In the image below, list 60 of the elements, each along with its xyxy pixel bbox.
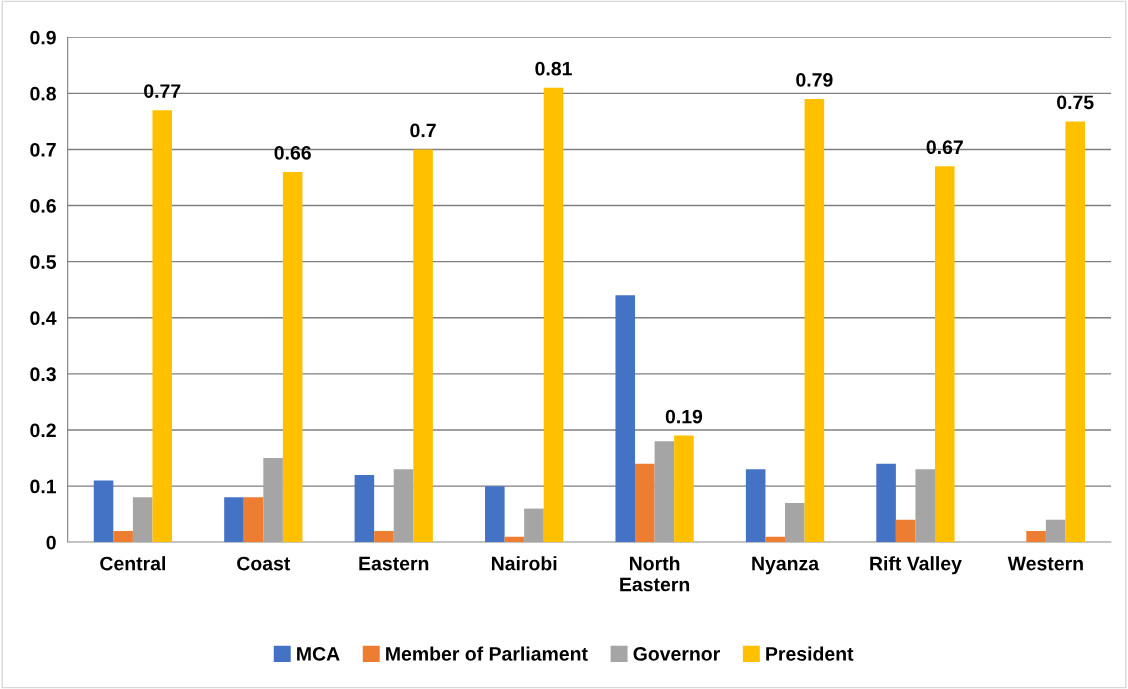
- bar: [113, 531, 133, 543]
- bar: [895, 519, 916, 543]
- bar: [745, 469, 766, 543]
- data-label: 0.19: [665, 409, 703, 424]
- bar: [785, 502, 805, 543]
- y-tick-label: 0.2: [30, 423, 56, 438]
- bar: [1045, 519, 1066, 543]
- legend-label: Member of Parliament: [386, 646, 588, 661]
- x-tick-label: Rift Valley: [870, 556, 962, 575]
- x-tick-label: Western: [1007, 556, 1083, 571]
- bar: [413, 149, 433, 543]
- y-tick-label: 0.9: [30, 30, 56, 45]
- bar: [132, 497, 153, 543]
- bar: [243, 497, 264, 543]
- bar: [524, 508, 544, 543]
- legend-label: Governor: [633, 647, 720, 661]
- bar: [282, 171, 303, 543]
- bar: [876, 463, 896, 543]
- data-label: 0.7: [410, 123, 436, 138]
- bar: [354, 474, 375, 543]
- legend-label: President: [766, 646, 854, 661]
- y-tick-label: 0.4: [30, 311, 57, 326]
- bar: [152, 110, 173, 543]
- bar: [93, 480, 114, 543]
- bar: [615, 295, 636, 543]
- data-label: 0.66: [274, 145, 311, 160]
- bar: [485, 486, 505, 543]
- data-label: 0.67: [926, 140, 963, 155]
- x-tick-label: Coast: [237, 556, 291, 571]
- bar: [654, 441, 675, 543]
- data-label: 0.81: [535, 61, 572, 76]
- bar: [543, 87, 564, 543]
- bar: [1065, 121, 1085, 543]
- x-tick-label: Nairobi: [491, 556, 557, 571]
- data-label: 0.77: [144, 84, 181, 98]
- bar: [674, 435, 694, 543]
- y-tick-label: 0: [46, 535, 56, 550]
- y-tick-label: 0.6: [30, 199, 56, 213]
- y-tick-label: 0.3: [30, 367, 56, 382]
- bar: [935, 166, 955, 543]
- bar: [263, 458, 283, 543]
- bar: [374, 531, 394, 543]
- bar: [915, 469, 936, 543]
- y-tick-label: 0.8: [30, 86, 56, 101]
- x-tick-label: North Eastern: [620, 556, 690, 592]
- y-tick-label: 0.1: [30, 479, 57, 494]
- bar: [1026, 531, 1046, 543]
- y-tick-label: 0.5: [30, 255, 57, 269]
- x-tick-label: Nyanza: [752, 556, 820, 575]
- bar: [393, 469, 414, 543]
- bar: [224, 497, 244, 543]
- bar: [804, 98, 825, 543]
- bar: [765, 536, 786, 543]
- legend-label: MCA: [297, 647, 340, 661]
- bar: [635, 463, 655, 543]
- y-tick-label: 0.7: [30, 142, 56, 157]
- x-tick-label: Central: [100, 556, 166, 571]
- x-tick-label: Eastern: [359, 556, 429, 571]
- data-label: 0.75: [1057, 95, 1094, 110]
- data-label: 0.79: [796, 72, 833, 87]
